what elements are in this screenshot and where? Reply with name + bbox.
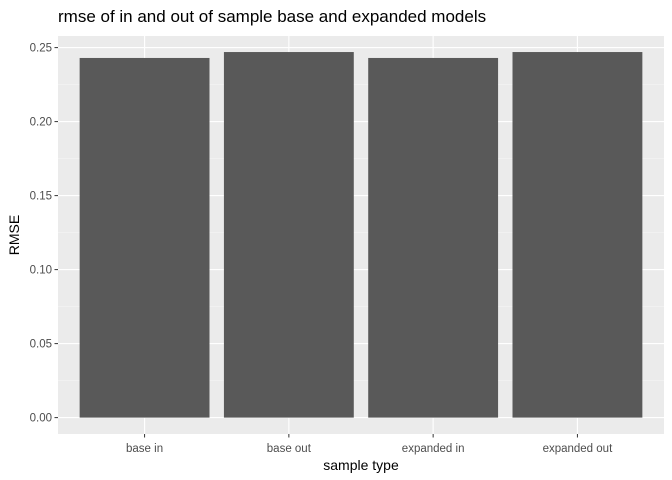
bar-base-out xyxy=(223,52,354,418)
x-tick-label: base out xyxy=(267,443,312,455)
y-tick-label: 0.05 xyxy=(30,339,52,351)
x-axis-ticks: base in base out expanded in expanded out xyxy=(126,434,613,455)
y-tick-label: 0.15 xyxy=(30,191,52,203)
bar-base-in xyxy=(79,57,210,418)
bar-expanded-in xyxy=(368,57,499,418)
x-tick-label: expanded out xyxy=(543,443,614,455)
y-tick-label: 0.00 xyxy=(30,413,52,425)
bar-expanded-out xyxy=(512,52,643,418)
x-axis-title: sample type xyxy=(323,457,399,473)
x-tick-label: base in xyxy=(126,443,163,455)
bars xyxy=(79,52,643,418)
y-axis-title: RMSE xyxy=(6,215,22,255)
y-axis-ticks: 0.00 0.05 0.10 0.15 0.20 0.25 xyxy=(30,43,58,425)
y-tick-label: 0.20 xyxy=(30,117,52,129)
chart-title: rmse of in and out of sample base and ex… xyxy=(58,7,486,26)
y-tick-label: 0.10 xyxy=(30,265,52,277)
x-tick-label: expanded in xyxy=(402,443,465,455)
y-tick-label: 0.25 xyxy=(30,43,52,55)
